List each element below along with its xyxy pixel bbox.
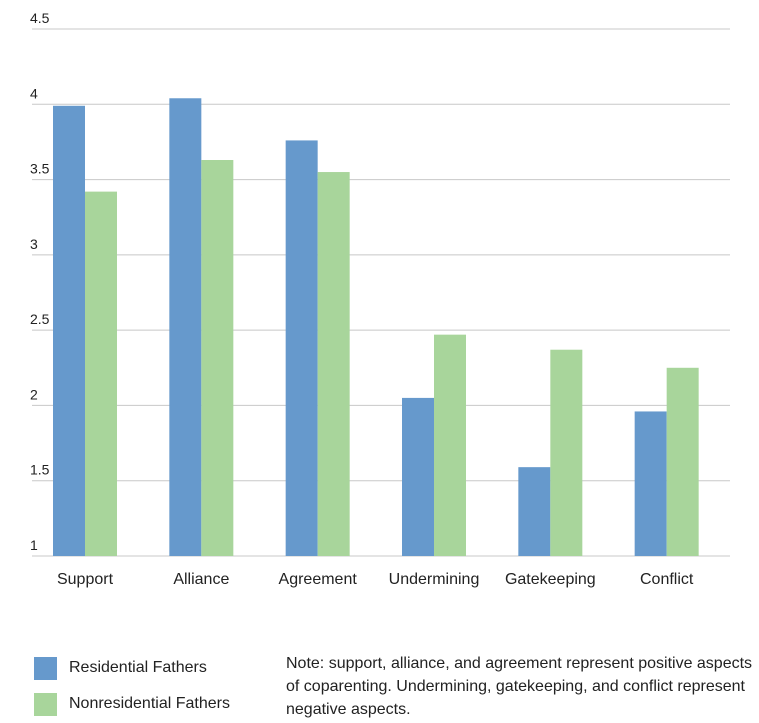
y-tick-label: 1.5 (30, 462, 50, 478)
y-axis-ticks: 1 1.5 2 2.5 3 3.5 4 4.5 (30, 10, 50, 553)
legend-item-residential: Residential Fathers (34, 650, 230, 686)
legend: Residential Fathers Nonresidential Fathe… (34, 650, 230, 722)
legend-item-nonresidential: Nonresidential Fathers (34, 686, 230, 722)
x-category-label: Undermining (389, 571, 480, 588)
bar-chart: 1 1.5 2 2.5 3 3.5 4 4.5 Support Alliance Agreemen… (30, 10, 730, 588)
legend-label-residential: Residential Fathers (69, 659, 207, 676)
bar-residential-undermining (402, 397, 434, 556)
x-category-label: Conflict (640, 571, 694, 588)
legend-swatch-residential (34, 656, 57, 680)
bar-residential-alliance (169, 98, 202, 557)
y-tick-label: 2.5 (30, 311, 50, 327)
y-tick-label: 2 (30, 386, 38, 402)
bar-nonresidential-support (85, 191, 117, 557)
bar-residential-support (53, 105, 85, 556)
x-category-label: Alliance (173, 571, 229, 588)
x-category-label: Agreement (279, 571, 358, 588)
bar-nonresidential-agreement (317, 172, 350, 557)
y-tick-label: 3.5 (30, 161, 50, 177)
bar-nonresidential-gatekeeping (550, 349, 583, 556)
bar-residential-agreement (285, 140, 318, 556)
bars (53, 98, 699, 557)
bar-nonresidential-undermining (434, 334, 466, 556)
y-tick-label: 4 (30, 85, 38, 101)
bar-nonresidential-conflict (666, 367, 699, 556)
legend-label-nonresidential: Nonresidential Fathers (69, 695, 230, 712)
x-category-label: Gatekeeping (505, 571, 596, 588)
y-tick-label: 1 (30, 537, 38, 553)
gridlines (32, 28, 730, 557)
legend-swatch-nonresidential (34, 692, 57, 716)
x-category-label: Support (57, 571, 114, 588)
x-axis-categories: Support Alliance Agreement Undermining Gatek… (57, 571, 694, 588)
bar-residential-gatekeeping (518, 467, 551, 556)
bar-residential-conflict (634, 411, 667, 556)
y-tick-label: 3 (30, 236, 38, 252)
bar-nonresidential-alliance (201, 159, 234, 557)
y-tick-label: 4.5 (30, 10, 50, 26)
chart-note: Note: support, alliance, and agreement r… (286, 655, 753, 718)
